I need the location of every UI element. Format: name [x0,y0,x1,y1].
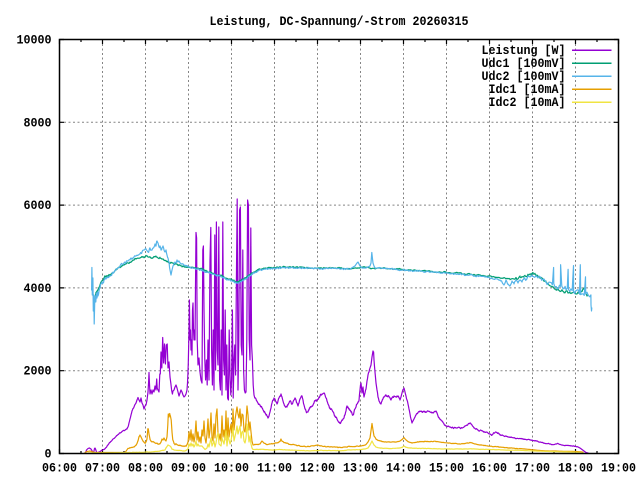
svg-text:14:00: 14:00 [386,461,421,476]
svg-text:Udc1 [100mV]: Udc1 [100mV] [482,56,566,71]
svg-text:09:00: 09:00 [171,461,206,476]
svg-text:15:00: 15:00 [429,461,464,476]
svg-text:Leistung, DC-Spannung/-Strom 2: Leistung, DC-Spannung/-Strom 20260315 [210,14,469,29]
svg-text:Leistung [W]: Leistung [W] [482,43,566,58]
svg-text:10000: 10000 [17,33,52,48]
svg-text:Idc1 [10mA]: Idc1 [10mA] [489,82,566,97]
svg-text:Udc2 [100mV]: Udc2 [100mV] [482,69,566,84]
svg-text:10:00: 10:00 [214,461,249,476]
svg-text:Idc2 [10mA]: Idc2 [10mA] [489,95,566,110]
svg-text:4000: 4000 [24,281,52,296]
svg-text:11:00: 11:00 [257,461,292,476]
svg-text:8000: 8000 [24,115,52,130]
svg-text:16:00: 16:00 [472,461,507,476]
svg-text:18:00: 18:00 [558,461,593,476]
svg-text:12:00: 12:00 [300,461,335,476]
svg-text:06:00: 06:00 [42,461,77,476]
svg-text:6000: 6000 [24,198,52,213]
svg-text:17:00: 17:00 [515,461,550,476]
svg-text:08:00: 08:00 [128,461,163,476]
svg-text:19:00: 19:00 [601,461,636,476]
svg-text:07:00: 07:00 [85,461,120,476]
svg-text:13:00: 13:00 [343,461,378,476]
svg-text:2000: 2000 [24,364,52,379]
svg-text:0: 0 [45,447,52,462]
